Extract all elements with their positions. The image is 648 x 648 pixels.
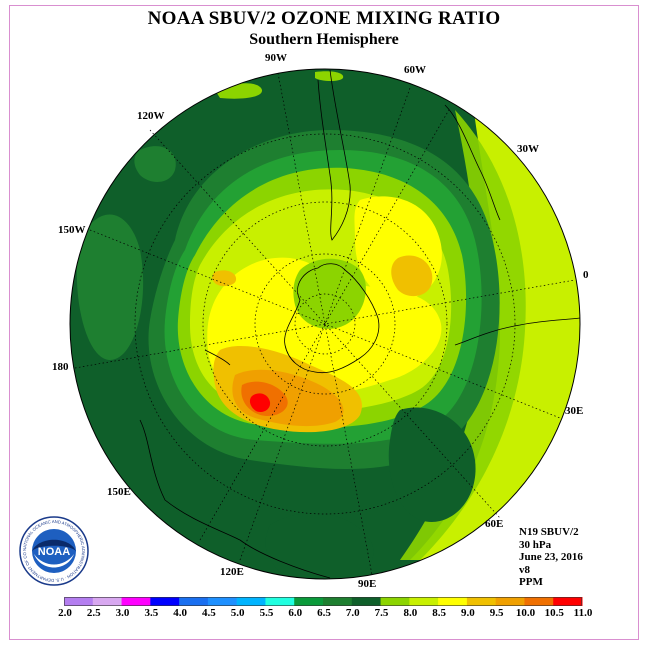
colorbar-swatch [380,597,410,606]
lon-label-120w: 120W [137,110,165,122]
colorbar-swatch [553,597,583,606]
latitude-circle-80 [294,293,356,355]
noaa-logo: NOAA NATIONAL OCEANIC AND ATMOSPHERIC AD… [19,516,89,586]
meridian-0-180 [74,279,576,369]
colorbar-tick-label: 5.0 [230,607,245,619]
coast-australia [139,419,331,579]
colorbar-tick-label: 6.5 [317,607,331,619]
coast-africa-south [454,317,581,346]
info-pressure: 30 hPa [519,538,552,551]
colorbar-swatch [207,597,238,606]
colorbar-swatch [92,597,123,606]
ozone-field [70,69,580,579]
lon-label-30w: 30W [517,143,539,155]
colorbar-swatch [265,597,295,606]
lon-label-90e: 90E [358,578,376,590]
colorbar-tick-label: 2.0 [58,607,72,619]
colorbar-swatch [236,597,266,606]
field-pole-green [293,258,366,329]
lon-label-150w: 150W [58,224,86,236]
colorbar-tick-label: 9.5 [489,607,504,619]
figure-frame [9,5,639,640]
map-boundary [69,68,581,580]
colorbar-tick-label: 9.0 [461,607,475,619]
lon-label-180: 180 [52,361,69,373]
field-dark-blob-sw [265,513,374,579]
meridian-150w-30e [89,229,561,419]
lon-label-60w: 60W [404,64,426,76]
colorbar-swatch [524,597,554,606]
latitude-circle-60 [202,201,448,447]
colorbar [64,597,583,606]
colorbar-tick-label: 4.5 [202,607,216,619]
colorbar-swatch [466,597,497,606]
colorbar-tick-label: 7.5 [374,607,389,619]
lon-label-60e: 60E [485,518,503,530]
colorbar-tick-label: 6.0 [288,607,303,619]
lon-label-120e: 120E [220,566,244,578]
info-satellite: N19 SBUV/2 [519,526,579,538]
colorbar-tick-label: 4.0 [173,607,187,619]
field-red [249,393,271,412]
colorbar-swatch [179,597,209,606]
latitude-circle-70 [254,253,396,395]
info-date: June 23, 2016 [519,551,583,563]
colorbar-tick-label: 8.0 [403,607,418,619]
colorbar-swatch [495,597,525,606]
colorbar-tick-label: 2.5 [86,607,101,619]
coast-africa [444,104,501,221]
colorbar-swatch [121,597,151,606]
colorbar-swatch [294,597,324,606]
field-dark-blob-south [388,407,476,522]
lon-label-90w: 90W [265,52,287,64]
colorbar-tick-label: 3.5 [144,607,159,619]
latitude-circle-40 [134,133,516,515]
info-units: PPM [519,576,543,588]
field-gold-north [391,255,433,297]
coast-south-america [317,69,351,241]
figure-title: NOAA SBUV/2 OZONE MIXING RATIO [147,8,501,29]
info-version: v8 [519,563,530,576]
colorbar-tick-label: 7.0 [345,607,360,619]
colorbar-tick-label: 11.0 [573,607,593,619]
colorbar-swatch [409,597,439,606]
colorbar-swatch [438,597,468,606]
colorbar-tick-label: 3.0 [115,607,130,619]
figure-subtitle: Southern Hemisphere [249,31,399,48]
coast-antarctica [284,263,380,374]
colorbar-swatch [323,597,353,606]
colorbar-tick-label: 8.5 [432,607,446,619]
info-block: N19 SBUV/2 30 hPa June 23, 2016 v8 PPM [519,526,583,589]
meridian-90w-90e [277,72,373,576]
field-limedark-east [400,110,526,560]
colorbar-tick-label: 10.5 [544,607,564,619]
field-green-blob-nw [134,146,176,182]
colorbar-swatch [64,597,94,606]
colorbar-tick-label: 10.0 [515,607,536,619]
lon-label-30e: 30E [565,405,583,417]
field-green-blob-west [76,214,144,360]
svg-text:NOAA: NOAA [38,546,70,558]
field-lime-edge-north2 [315,71,344,81]
graticule [74,72,576,576]
lon-label-150e: 150E [107,486,131,498]
coastlines [139,69,581,579]
field-gold-west [212,270,237,287]
lon-label-0: 0 [583,269,589,281]
coast-new-zealand [204,349,231,366]
colorbar-tick-labels: 2.0 2.5 3.0 3.5 4.0 4.5 5.0 5.5 6.0 6.5 7.0 7.5 8.0 8… [0,607,648,621]
colorbar-tick-label: 5.5 [259,607,274,619]
colorbar-swatch [150,597,180,606]
colorbar-swatch [351,597,382,606]
